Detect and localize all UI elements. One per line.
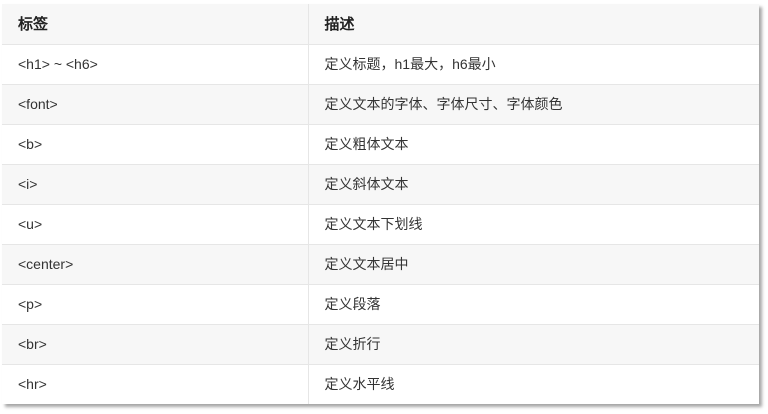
header-description: 描述 (308, 4, 759, 45)
tag-cell: <font> (2, 84, 309, 125)
description-cell: 定义段落 (308, 284, 759, 325)
description-cell: 定义文本下划线 (308, 204, 759, 245)
html-tags-table-container: 标签 描述 <h1> ~ <h6> 定义标题，h1最大，h6最小 <font> 定义文… (2, 4, 759, 404)
table-row: <font> 定义文本的字体、字体尺寸、字体颜色 (2, 84, 759, 125)
description-cell: 定义标题，h1最大，h6最小 (308, 44, 759, 85)
description-cell: 定义粗体文本 (308, 124, 759, 165)
tag-cell: <u> (2, 204, 309, 245)
tag-cell: <b> (2, 124, 309, 165)
description-cell: 定义水平线 (324, 376, 395, 393)
table-row: <br> 定义折行 (2, 324, 759, 365)
tag-cell: <br> (2, 324, 309, 365)
tag-cell: <p> (2, 284, 309, 325)
table-header-row: 标签 描述 (2, 4, 759, 45)
table-row: <p> 定义段落 (2, 284, 759, 325)
tag-cell: <center> (2, 244, 309, 285)
tag-cell: <hr> (2, 364, 309, 404)
description-cell: 定义文本居中 (308, 244, 759, 285)
table-row: <i> 定义斜体文本 (2, 164, 759, 205)
html-tags-table: 标签 描述 <h1> ~ <h6> 定义标题，h1最大，h6最小 <font> 定义文… (2, 4, 759, 404)
description-cell: 定义斜体文本 (308, 164, 759, 205)
description-cell: 定义文本的字体、字体尺寸、字体颜色 (308, 84, 759, 125)
tag-cell: <i> (2, 164, 309, 205)
table-row: <h1> ~ <h6> 定义标题，h1最大，h6最小 (2, 44, 759, 85)
tag-cell: <h1> ~ <h6> (2, 44, 309, 85)
table-row: <center> 定义文本居中 (2, 244, 759, 285)
table-row: <hr> 定义水平线 (2, 364, 759, 404)
header-tag: 标签 (2, 4, 309, 45)
table-row: <b> 定义粗体文本 (2, 124, 759, 165)
description-cell: 定义折行 (308, 324, 759, 365)
table-row: <u> 定义文本下划线 (2, 204, 759, 245)
